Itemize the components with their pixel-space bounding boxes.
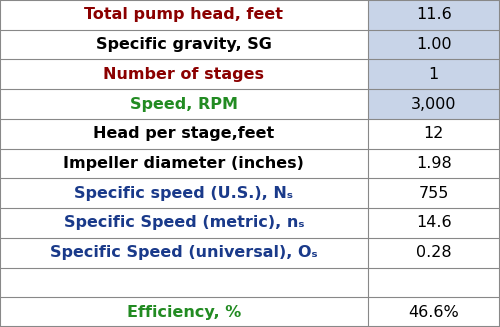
Text: Specific speed (U.S.), Nₛ: Specific speed (U.S.), Nₛ <box>74 186 293 201</box>
Bar <box>0 238 368 267</box>
Bar <box>0 60 368 89</box>
Bar <box>0 178 368 208</box>
Bar <box>368 238 500 267</box>
Text: Efficiency, %: Efficiency, % <box>126 305 241 319</box>
Bar <box>368 30 500 60</box>
Bar <box>0 267 368 297</box>
Bar <box>0 119 368 149</box>
Bar <box>0 89 368 119</box>
Text: 11.6: 11.6 <box>416 8 452 22</box>
Text: 755: 755 <box>418 186 449 201</box>
Bar <box>0 297 368 327</box>
Text: 0.28: 0.28 <box>416 245 452 260</box>
Text: Specific Speed (metric), nₛ: Specific Speed (metric), nₛ <box>64 215 304 231</box>
Bar <box>368 208 500 238</box>
Text: 46.6%: 46.6% <box>408 305 459 319</box>
Text: Number of stages: Number of stages <box>104 67 264 82</box>
Bar <box>368 119 500 149</box>
Bar <box>0 0 368 30</box>
Text: Speed, RPM: Speed, RPM <box>130 96 238 112</box>
Bar <box>0 208 368 238</box>
Bar <box>368 297 500 327</box>
Text: 14.6: 14.6 <box>416 215 452 231</box>
Text: 1.98: 1.98 <box>416 156 452 171</box>
Bar <box>368 0 500 30</box>
Text: 1.00: 1.00 <box>416 37 452 52</box>
Text: Specific Speed (universal), Oₛ: Specific Speed (universal), Oₛ <box>50 245 318 260</box>
Text: Total pump head, feet: Total pump head, feet <box>84 8 283 22</box>
Bar <box>0 149 368 178</box>
Bar <box>368 89 500 119</box>
Text: 1: 1 <box>428 67 439 82</box>
Bar <box>368 60 500 89</box>
Text: 12: 12 <box>424 126 444 141</box>
Text: Specific gravity, SG: Specific gravity, SG <box>96 37 272 52</box>
Bar <box>368 178 500 208</box>
Bar <box>368 149 500 178</box>
Text: 3,000: 3,000 <box>411 96 457 112</box>
Bar <box>0 30 368 60</box>
Bar <box>368 267 500 297</box>
Text: Impeller diameter (inches): Impeller diameter (inches) <box>64 156 304 171</box>
Text: Head per stage,feet: Head per stage,feet <box>93 126 274 141</box>
